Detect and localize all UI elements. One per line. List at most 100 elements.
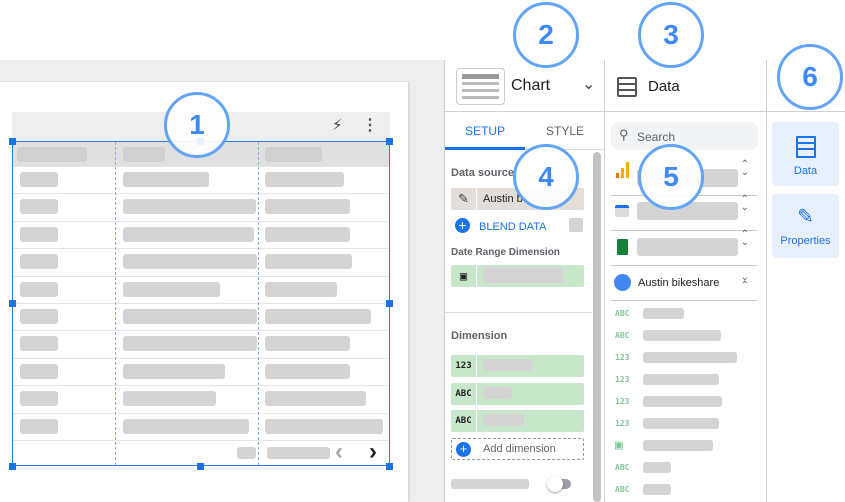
side-nav-properties[interactable]: ✎ Properties — [772, 194, 839, 258]
add-dimension-button[interactable]: + Add dimension — [451, 438, 584, 460]
search-placeholder: Search — [637, 130, 676, 144]
callout-4: 4 — [513, 144, 579, 210]
more-vert-icon[interactable]: ⋮ — [362, 117, 378, 134]
field-item[interactable]: 123 — [615, 370, 719, 388]
callout-2: 2 — [513, 2, 579, 68]
checkbox[interactable] — [569, 218, 583, 232]
side-nav: Data ✎ Properties — [766, 60, 845, 502]
chevron-down-icon[interactable]: ⌄ — [582, 76, 596, 93]
table-row[interactable] — [13, 359, 389, 387]
add-dimension-label: Add dimension — [483, 443, 556, 455]
table-row[interactable] — [13, 304, 389, 332]
resize-handle[interactable] — [9, 463, 16, 470]
callout-1: 1 — [164, 92, 230, 158]
dimension-chip[interactable]: 123 — [451, 355, 584, 377]
column-divider[interactable] — [258, 142, 259, 465]
data-source-name: Austin b — [483, 193, 523, 205]
data-panel: Data ⚲ Search ⌃ ⌄ ⌃ ⌄ ⌃ ⌄ Austin bikeshare … — [604, 60, 766, 502]
field-item[interactable]: 123 — [615, 414, 719, 432]
option-label-placeholder — [451, 479, 529, 489]
table-row[interactable] — [13, 194, 389, 222]
calendar-icon: ▣ — [615, 437, 623, 453]
table-row[interactable] — [13, 414, 389, 441]
tabs: SETUP STYLE — [445, 112, 605, 150]
side-nav-label: Data — [793, 165, 818, 177]
data-table-icon — [796, 136, 816, 158]
callout-6: 6 — [777, 44, 843, 110]
tab-setup[interactable]: SETUP — [464, 124, 505, 138]
collapse-icon[interactable]: ⌄ ⌃ — [740, 272, 749, 291]
field-type-icon: ABC — [451, 382, 477, 405]
callout-3: 3 — [638, 2, 704, 68]
tab-style[interactable]: STYLE — [545, 124, 584, 138]
data-panel-title: Data — [648, 78, 680, 95]
table-row[interactable] — [13, 167, 389, 195]
expand-icon[interactable]: ⌃ ⌄ — [740, 229, 749, 248]
side-nav-label: Properties — [780, 235, 831, 247]
divider — [445, 312, 592, 313]
side-nav-data[interactable]: Data — [772, 122, 839, 186]
data-source-sheets[interactable]: ⌃ ⌄ — [611, 229, 757, 266]
field-item[interactable]: 123 — [615, 348, 737, 366]
field-item[interactable]: ▣ — [615, 436, 713, 454]
field-type-icon: ABC — [615, 330, 630, 340]
search-input[interactable]: ⚲ Search — [611, 122, 758, 150]
field-item[interactable]: ABC — [615, 480, 671, 498]
data-source-name: Austin bikeshare — [638, 277, 720, 289]
field-item[interactable]: 123 — [615, 392, 722, 410]
resize-handle[interactable] — [386, 138, 393, 145]
add-circle-icon: + — [456, 442, 471, 457]
pagination-placeholder — [267, 447, 330, 459]
field-item[interactable]: ABC — [615, 458, 671, 476]
resize-handle[interactable] — [197, 463, 204, 470]
dimension-label: Dimension — [451, 330, 508, 342]
column-divider[interactable] — [115, 142, 116, 465]
resize-handle[interactable] — [9, 138, 16, 145]
resize-handle[interactable] — [386, 300, 393, 307]
ads-icon — [615, 205, 629, 217]
pagination-placeholder — [237, 447, 256, 459]
field-type-icon: 123 — [615, 352, 630, 362]
data-panel-header: Data — [605, 60, 766, 112]
table-row[interactable] — [13, 249, 389, 277]
dimension-chip[interactable]: ABC — [451, 382, 584, 405]
field-type-icon: 123 — [451, 355, 477, 377]
field-type-icon: 123 — [615, 418, 630, 428]
date-range-dimension-chip[interactable]: ▣ — [451, 265, 584, 287]
field-item[interactable]: ABC — [615, 304, 684, 322]
add-circle-icon: + — [455, 218, 470, 233]
chart-panel: Chart ⌄ SETUP STYLE Data source ✎ Austin… — [444, 60, 605, 502]
chevron-left-icon[interactable]: ‹ — [335, 438, 343, 465]
field-item[interactable]: ABC — [615, 326, 721, 344]
field-type-icon: ABC — [615, 484, 630, 494]
scrollbar[interactable] — [593, 152, 601, 502]
search-icon: ⚲ — [619, 127, 629, 142]
toggle[interactable] — [547, 476, 571, 492]
expand-icon[interactable]: ⌃ ⌄ — [740, 159, 749, 178]
expand-icon[interactable]: ⌃ ⌄ — [740, 194, 749, 213]
table-row[interactable] — [13, 222, 389, 250]
pencil-icon: ✎ — [797, 206, 814, 228]
pencil-icon[interactable]: ✎ — [451, 188, 477, 210]
data-source-austin-bikeshare[interactable]: Austin bikeshare ⌄ ⌃ — [611, 266, 757, 301]
date-range-label: Date Range Dimension — [451, 247, 560, 258]
chart-panel-header: Chart ⌄ — [445, 60, 604, 112]
chart-type-label: Chart — [511, 77, 551, 94]
table-row[interactable] — [13, 331, 389, 359]
bigquery-icon — [614, 274, 631, 291]
callout-5: 5 — [638, 144, 704, 210]
field-type-icon: 123 — [615, 374, 630, 384]
dimension-chip[interactable]: ABC — [451, 410, 584, 432]
active-tab-indicator — [445, 147, 525, 150]
chevron-right-icon[interactable]: › — [369, 438, 377, 465]
table-row[interactable] — [13, 386, 389, 414]
blend-data-button[interactable]: BLEND DATA — [479, 221, 547, 233]
table-chart[interactable]: ‹ › — [9, 138, 393, 470]
table-chart-icon[interactable] — [456, 68, 505, 105]
table-row[interactable] — [13, 277, 389, 304]
lightning-icon[interactable]: ⚡︎ — [332, 117, 343, 134]
field-type-icon: 123 — [615, 396, 630, 406]
resize-handle[interactable] — [9, 300, 16, 307]
field-type-icon: ABC — [615, 462, 630, 472]
resize-handle[interactable] — [386, 463, 393, 470]
